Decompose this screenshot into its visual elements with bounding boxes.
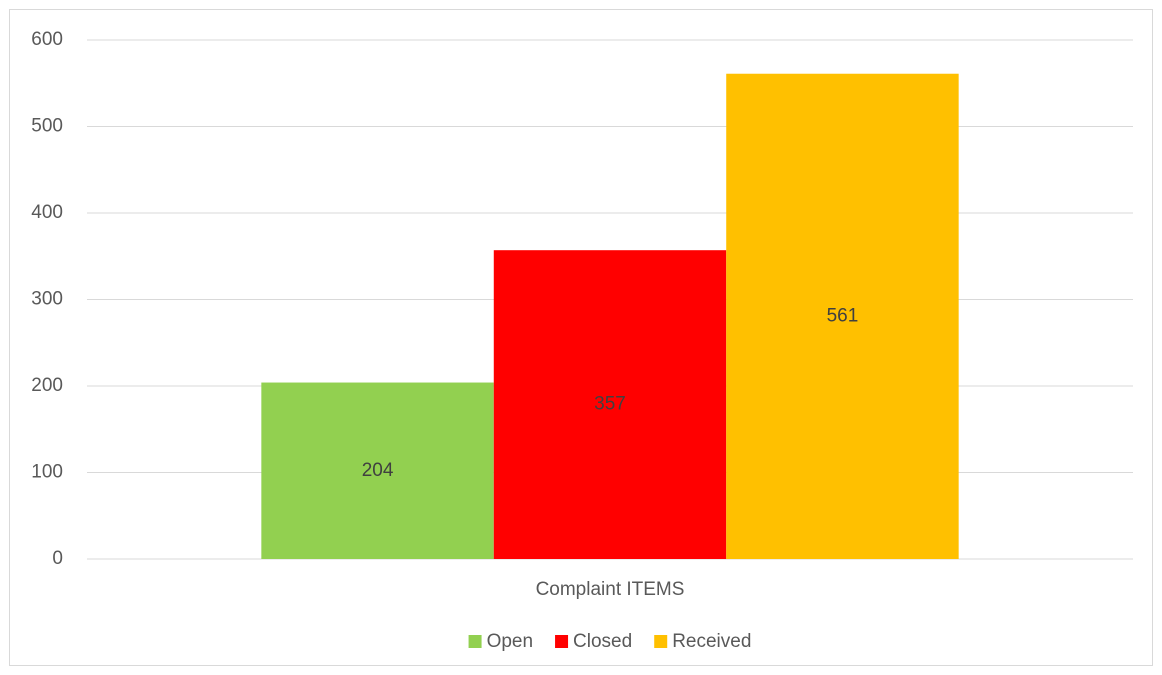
legend-label: Closed	[573, 631, 632, 652]
bar	[493, 250, 727, 559]
legend-swatch	[654, 635, 668, 648]
y-tick-label: 200	[31, 375, 63, 396]
bar	[261, 382, 494, 559]
legend-label: Open	[487, 631, 533, 652]
y-tick-label: 0	[52, 548, 63, 569]
y-tick-label: 400	[31, 202, 63, 223]
y-tick-label: 300	[31, 289, 63, 310]
bar	[726, 73, 959, 560]
legend-swatch	[468, 635, 482, 648]
data-label: 204	[362, 460, 394, 481]
legend-label: Received	[672, 631, 751, 652]
data-label: 561	[827, 305, 859, 326]
x-tick-label: Complaint ITEMS	[536, 579, 685, 600]
data-label: 357	[594, 394, 626, 415]
legend-swatch	[555, 635, 569, 648]
y-tick-label: 100	[31, 462, 63, 483]
y-tick-label: 600	[31, 29, 63, 50]
y-tick-label: 500	[31, 116, 63, 137]
